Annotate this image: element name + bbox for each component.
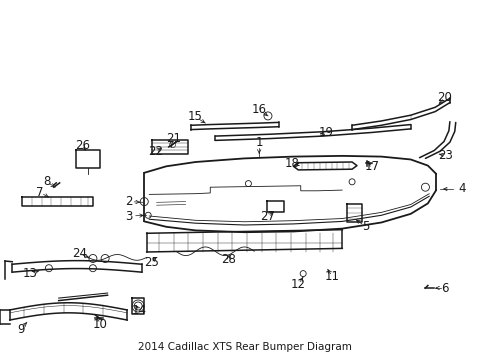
Text: 26: 26 [75, 139, 89, 152]
Text: 17: 17 [365, 160, 379, 173]
Text: 2: 2 [124, 195, 132, 208]
Text: 5: 5 [361, 220, 369, 233]
Text: 23: 23 [438, 149, 452, 162]
Text: 10: 10 [93, 318, 107, 330]
Text: 19: 19 [319, 126, 333, 139]
Text: 2014 Cadillac XTS Rear Bumper Diagram: 2014 Cadillac XTS Rear Bumper Diagram [137, 342, 351, 352]
Text: 11: 11 [325, 270, 339, 283]
Text: 27: 27 [260, 210, 275, 222]
Text: 15: 15 [188, 111, 203, 123]
Text: 18: 18 [285, 157, 299, 170]
Text: 3: 3 [124, 210, 132, 222]
Text: 9: 9 [17, 323, 24, 336]
Text: 28: 28 [221, 253, 236, 266]
Text: 13: 13 [23, 267, 38, 280]
Text: 24: 24 [72, 247, 86, 260]
Text: 25: 25 [144, 256, 159, 269]
Text: 20: 20 [437, 91, 451, 104]
Text: 4: 4 [457, 183, 465, 195]
Text: 14: 14 [132, 304, 146, 317]
Text: 21: 21 [166, 132, 181, 145]
Text: 1: 1 [255, 136, 263, 149]
Text: 16: 16 [251, 103, 266, 116]
Text: 6: 6 [440, 282, 448, 294]
Text: 12: 12 [290, 278, 305, 291]
Text: 22: 22 [148, 145, 163, 158]
Text: 7: 7 [36, 186, 44, 199]
Text: 8: 8 [42, 175, 50, 188]
